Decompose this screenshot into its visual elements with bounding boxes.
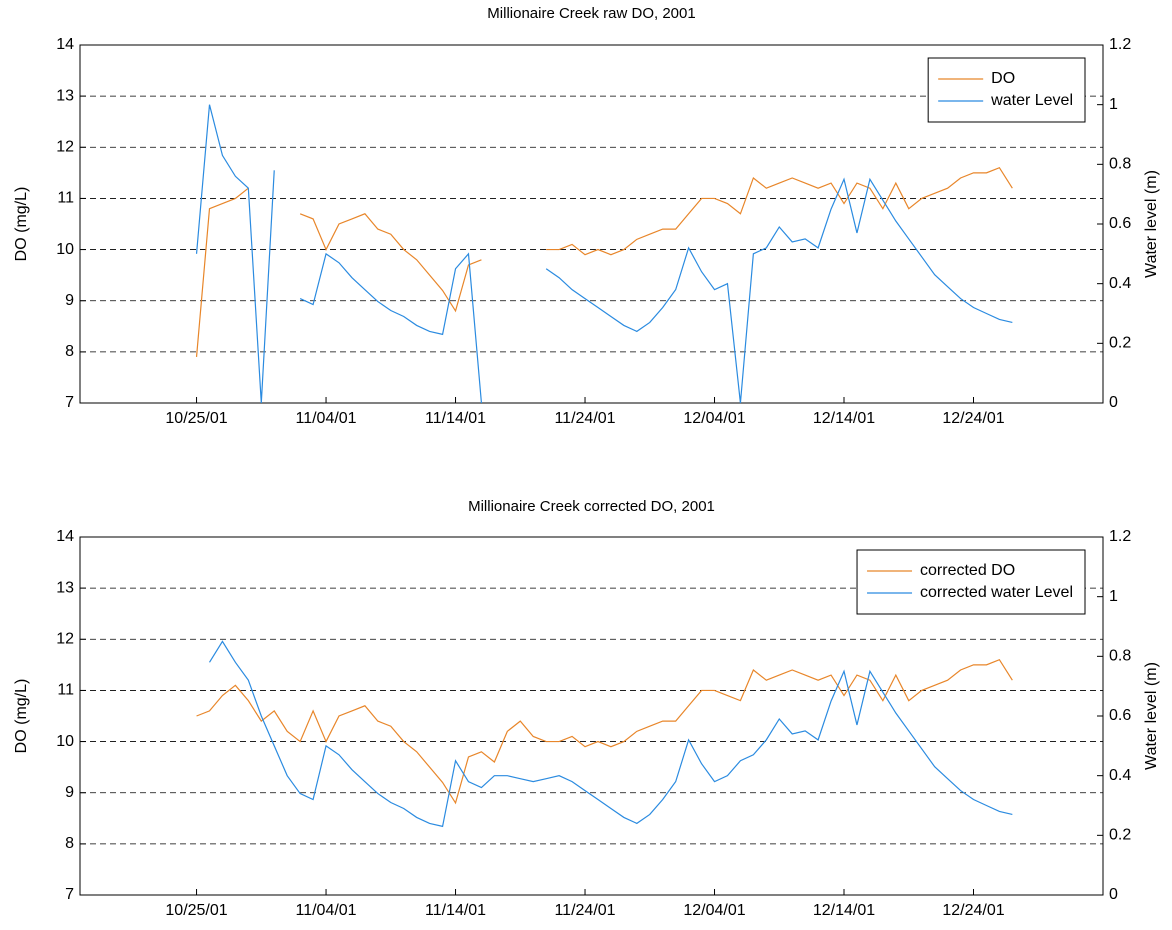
- legend: DO water Level: [927, 57, 1086, 123]
- data-line: [195, 104, 1013, 404]
- x-tick-label: 12/24/01: [942, 410, 1004, 427]
- x-tick-label: 12/14/01: [813, 410, 875, 427]
- subplot: Millionaire Creek corrected DO, 2001 7 8 9 1…: [13, 498, 1160, 919]
- y-tick-label: 14: [56, 528, 74, 545]
- y2-tick-label: 0.6: [1109, 215, 1131, 232]
- y-tick-label: 11: [57, 190, 74, 207]
- y2-tick-label: 0.4: [1109, 767, 1131, 784]
- y-tick-label: 11: [57, 682, 74, 699]
- y2-tick-label: 0.6: [1109, 707, 1131, 724]
- x-tick-label: 10/25/01: [165, 410, 227, 427]
- y2-tick-label: 1.2: [1109, 36, 1131, 53]
- y-tick-label: 7: [65, 394, 74, 411]
- plot-frame: [79, 536, 1104, 896]
- y-tick-label: 12: [56, 139, 74, 156]
- y-tick-label: 14: [56, 36, 74, 53]
- legend-label: DO: [991, 70, 1015, 87]
- x-tick-label: 12/14/01: [813, 902, 875, 919]
- y-axis-label: DO (mg/L): [13, 679, 30, 754]
- plot-frame: [79, 44, 1104, 404]
- data-line: [196, 658, 1013, 805]
- x-tick-label: 12/04/01: [683, 410, 745, 427]
- y2-tick-label: 0.2: [1109, 827, 1131, 844]
- x-tick-label: 11/24/01: [554, 410, 615, 427]
- legend-label: corrected water Level: [920, 584, 1073, 601]
- legend-box: [927, 57, 1086, 123]
- legend: corrected DO corrected water Level: [856, 549, 1086, 615]
- y-tick-label: 12: [56, 631, 74, 648]
- y-tick-label: 7: [65, 886, 74, 903]
- x-tick-label: 12/24/01: [942, 902, 1004, 919]
- subplot: Millionaire Creek raw DO, 20017891011121…: [13, 5, 1160, 427]
- y2-tick-label: 0: [1109, 886, 1118, 903]
- y2-tick-label: 0.8: [1109, 156, 1131, 173]
- y2-tick-label: 0: [1109, 394, 1118, 411]
- y-tick-label: 10: [56, 241, 74, 258]
- x-tick-label: 11/14/01: [425, 902, 486, 919]
- legend-label: corrected DO: [920, 562, 1015, 579]
- x-tick-label: 11/04/01: [295, 902, 356, 919]
- y2-tick-label: 0.4: [1109, 275, 1131, 292]
- y2-axis-label: Water level (m): [1143, 170, 1160, 278]
- y2-tick-label: 0.8: [1109, 648, 1131, 665]
- y-axis-label: DO (mg/L): [13, 187, 30, 262]
- data-line: [208, 640, 1013, 828]
- data-line: [195, 166, 1013, 358]
- y-tick-label: 8: [65, 835, 74, 852]
- y2-tick-label: 1.2: [1109, 528, 1131, 545]
- x-tick-label: 12/04/01: [683, 902, 745, 919]
- legend-box: [856, 549, 1086, 615]
- x-tick-label: 10/25/01: [165, 902, 227, 919]
- legend-label: water Level: [990, 92, 1073, 109]
- x-tick-label: 11/24/01: [554, 902, 615, 919]
- x-tick-label: 11/04/01: [295, 410, 356, 427]
- y-tick-label: 13: [56, 579, 74, 596]
- y-tick-label: 9: [65, 292, 74, 309]
- y2-axis-label: Water level (m): [1143, 662, 1160, 770]
- y-tick-label: 9: [65, 784, 74, 801]
- y-tick-label: 8: [65, 343, 74, 360]
- y-tick-label: 10: [56, 733, 74, 750]
- y2-tick-label: 0.2: [1109, 335, 1131, 352]
- y-tick-label: 13: [56, 87, 74, 104]
- y2-tick-label: 1: [1109, 588, 1118, 605]
- y2-tick-label: 1: [1109, 96, 1118, 113]
- x-tick-label: 11/14/01: [425, 410, 486, 427]
- chart-title: Millionaire Creek raw DO, 2001: [487, 5, 695, 22]
- chart-title: Millionaire Creek corrected DO, 2001: [468, 498, 715, 515]
